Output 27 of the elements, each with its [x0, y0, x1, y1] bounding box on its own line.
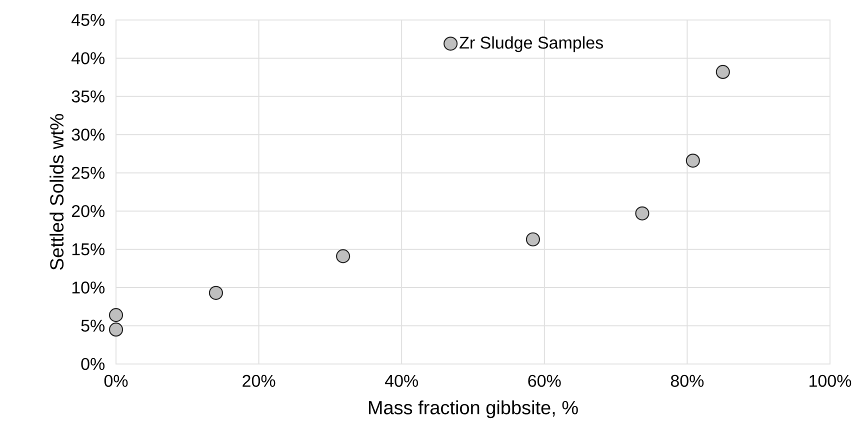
x-tick-label: 0%: [104, 374, 128, 387]
y-tick-label: 0%: [81, 358, 105, 370]
y-tick-label: 35%: [72, 90, 105, 102]
point: [108, 308, 124, 322]
point: [108, 322, 124, 337]
legend-label: Zr Sludge Samples: [460, 36, 603, 52]
y-tick-label: 15%: [72, 243, 105, 256]
x-tick-label: 60%: [528, 374, 561, 387]
x-tick-label: 80%: [670, 374, 704, 387]
y-axis-title: Settled Solids wt%: [50, 114, 64, 270]
y-tick-label: 10%: [72, 282, 105, 294]
x-tick-label: 100%: [810, 374, 852, 387]
point: [336, 249, 350, 264]
x-axis-title: Mass fraction gibbsite, %: [368, 400, 578, 418]
x-tick-label: 40%: [384, 374, 418, 387]
y-tick-label: 20%: [72, 205, 105, 218]
y-tick-label: 45%: [72, 14, 105, 26]
y-tick-label: 25%: [72, 166, 105, 179]
y-tick-label: 40%: [72, 52, 105, 64]
y-tick-label: 30%: [72, 128, 105, 141]
point: [526, 232, 540, 246]
point: [716, 64, 730, 80]
point: [208, 286, 224, 300]
x-tick-label: 20%: [242, 374, 276, 387]
point: [635, 206, 650, 220]
y-tick-label: 5%: [81, 320, 105, 332]
point: [686, 154, 700, 168]
